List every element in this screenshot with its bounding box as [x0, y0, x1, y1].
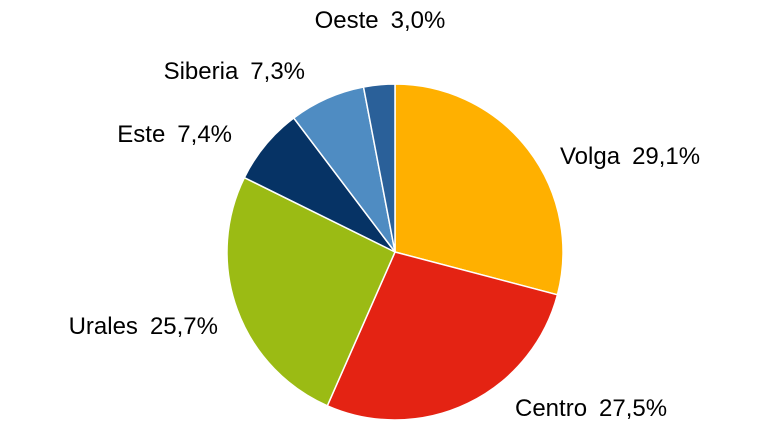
slice-label: Urales 25,7%	[69, 313, 218, 340]
value-label: 29,1%	[632, 143, 700, 170]
slice-label: Centro 27,5%	[515, 395, 667, 422]
slice-label: Este 7,4%	[117, 121, 232, 148]
slice-label: Siberia 7,3%	[164, 58, 305, 85]
pie-slice	[394, 83, 564, 296]
category-label: Urales	[69, 313, 138, 340]
category-label: Siberia	[164, 58, 239, 85]
value-label: 7,4%	[177, 121, 232, 148]
slice-label: Oeste 3,0%	[315, 7, 446, 34]
slice-label: Volga 29,1%	[560, 143, 700, 170]
value-label: 27,5%	[599, 395, 667, 422]
pie-slice	[226, 176, 396, 407]
value-label: 7,3%	[250, 58, 305, 85]
value-label: 25,7%	[150, 313, 218, 340]
pie-slice	[362, 83, 396, 253]
category-label: Oeste	[315, 7, 379, 34]
value-label: 3,0%	[391, 7, 446, 34]
category-label: Este	[117, 121, 165, 148]
category-label: Centro	[515, 395, 587, 422]
pie-slice	[326, 251, 559, 421]
category-label: Volga	[560, 143, 621, 170]
